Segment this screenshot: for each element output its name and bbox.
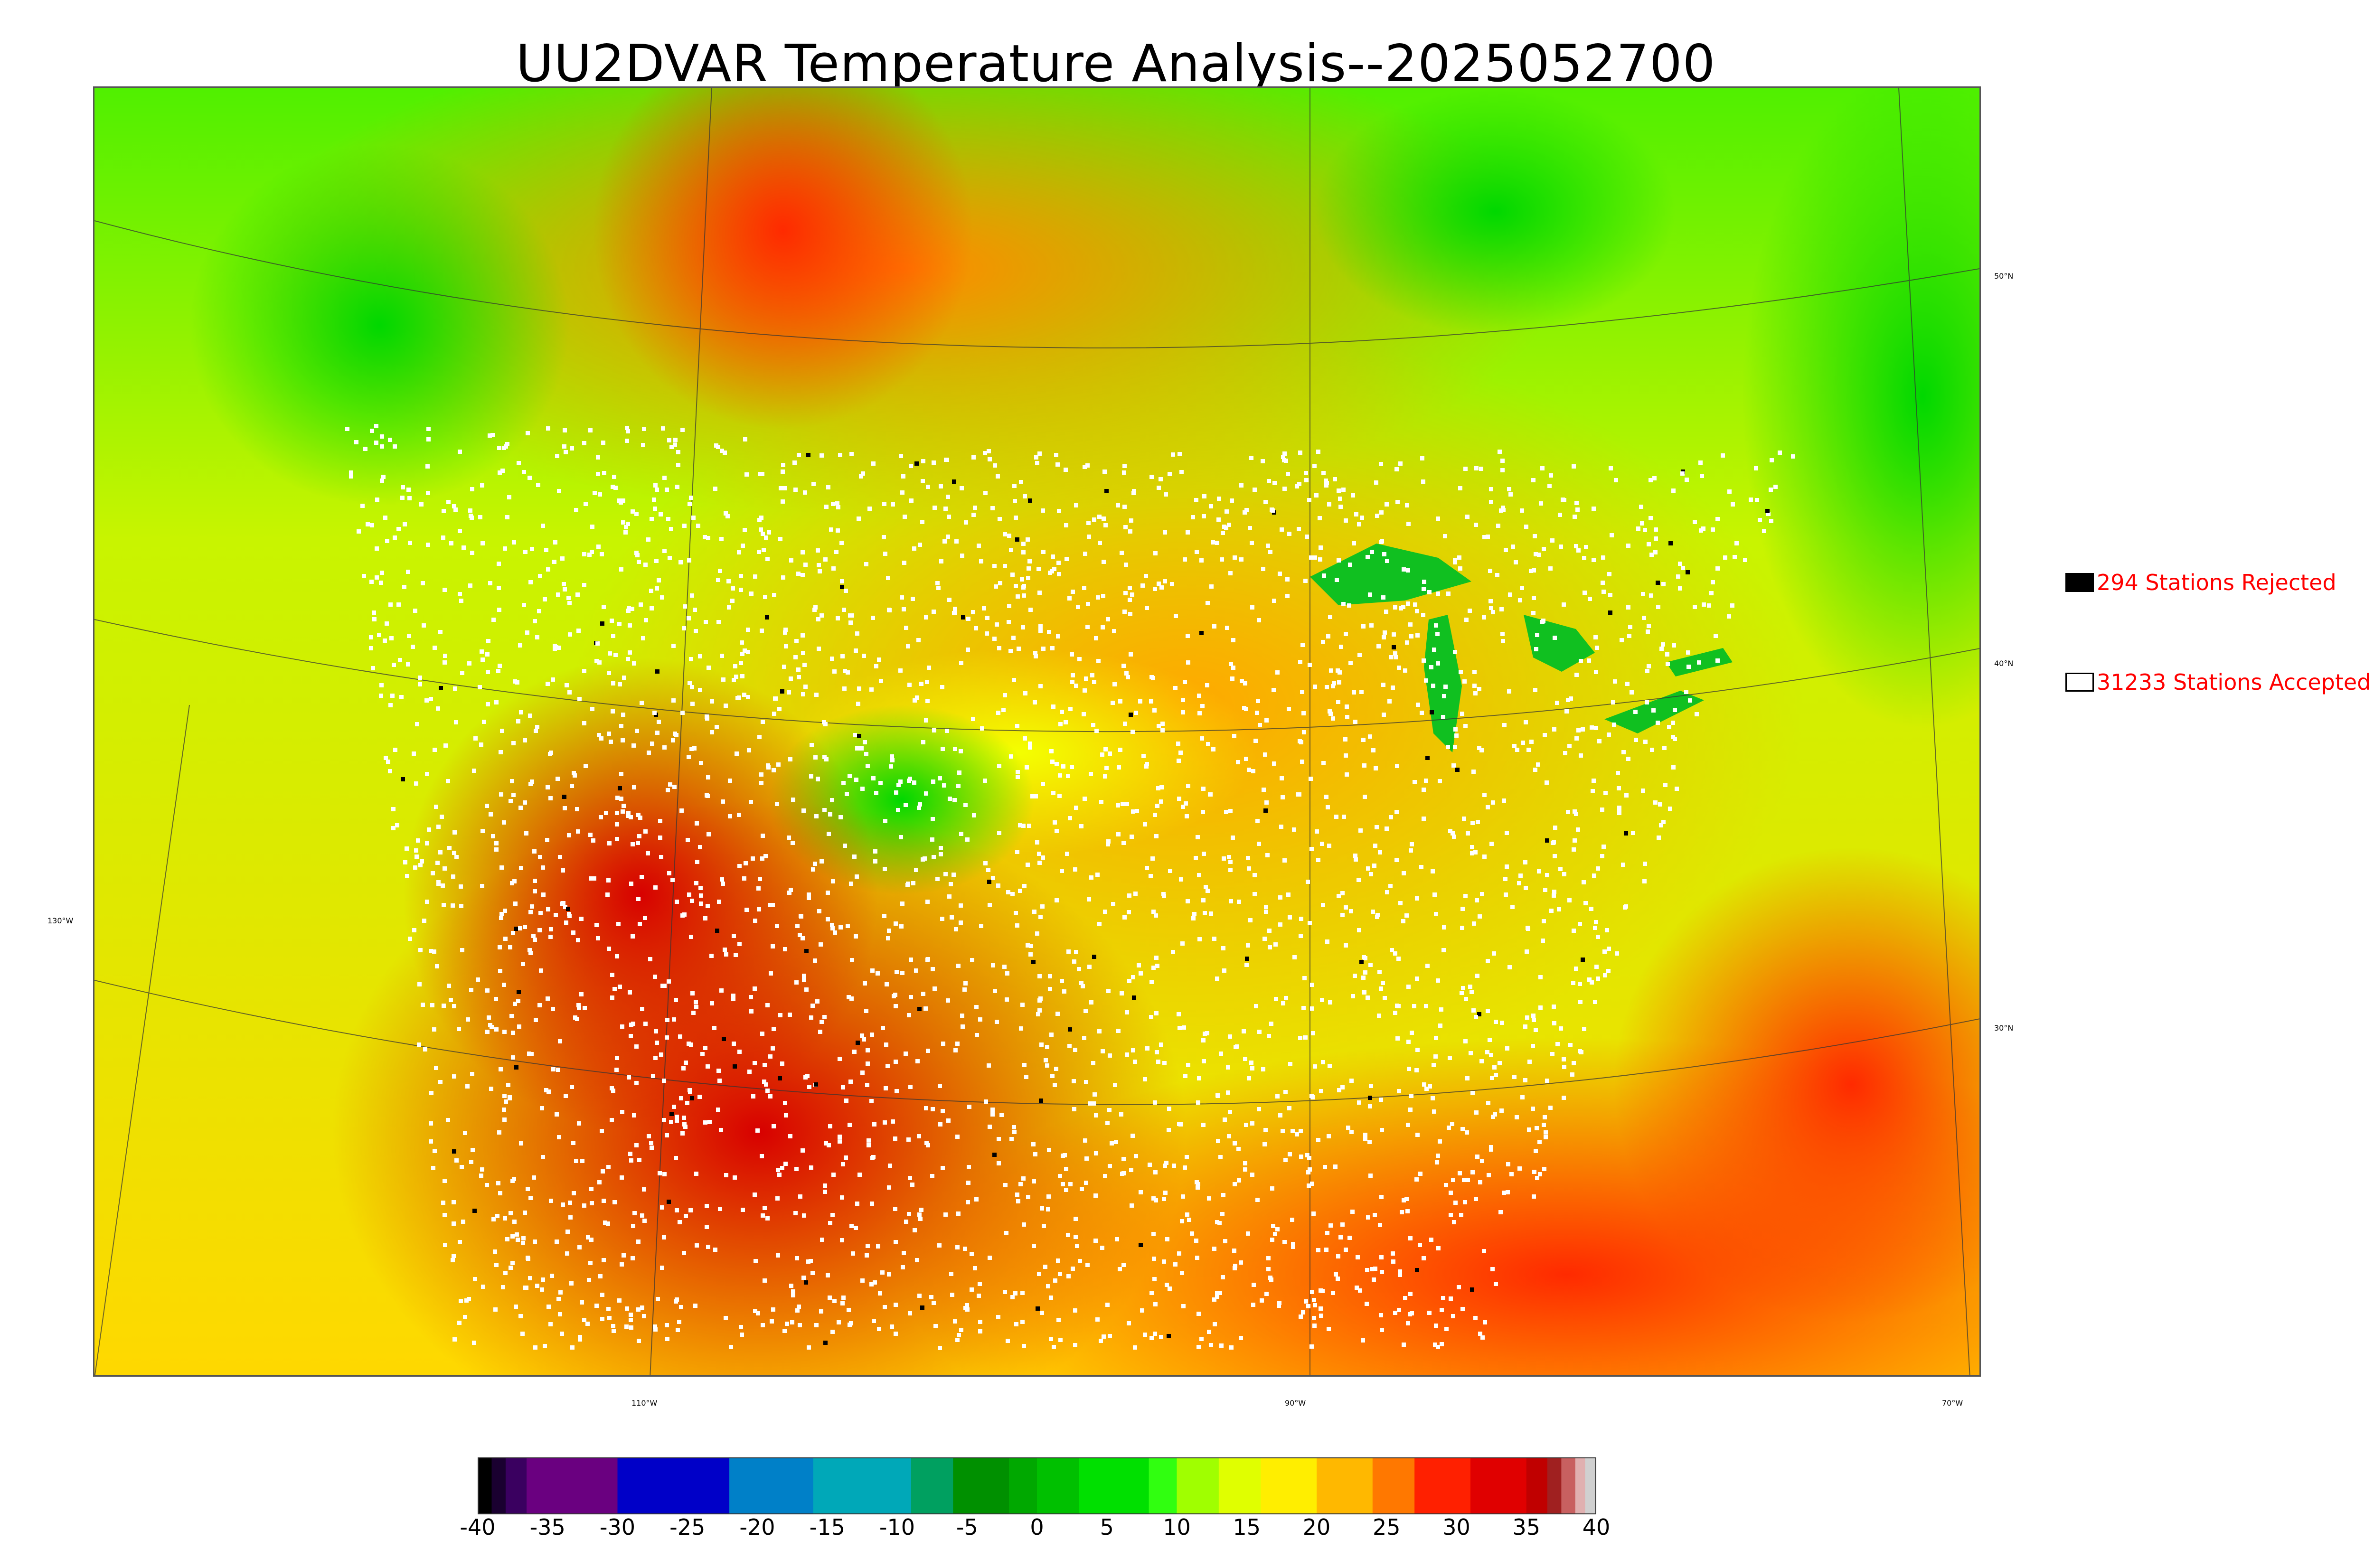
temperature-field xyxy=(94,88,1979,1375)
colorbar-tick-label: 15 xyxy=(1233,1514,1261,1540)
colorbar-tick-label: -25 xyxy=(669,1514,706,1540)
colorbar-band-21 xyxy=(1547,1457,1562,1514)
lon-label-70: 70°W xyxy=(1942,1399,1963,1408)
colorbar-band-20 xyxy=(1526,1457,1548,1514)
colorbar-tick-label: -40 xyxy=(460,1514,496,1540)
colorbar-band-22 xyxy=(1561,1457,1576,1514)
colorbar-band-5 xyxy=(729,1457,814,1514)
colorbar-tick-label: 35 xyxy=(1512,1514,1541,1540)
colorbar-band-14 xyxy=(1218,1457,1261,1514)
colorbar-tick-label: -20 xyxy=(739,1514,775,1540)
colorbar-band-1 xyxy=(491,1457,506,1514)
rejected-swatch xyxy=(2065,573,2094,592)
colorbar-band-7 xyxy=(911,1457,953,1514)
colorbar-border xyxy=(478,1457,1596,1514)
lon-label-130: 130°W xyxy=(47,916,74,925)
colorbar-band-10 xyxy=(1037,1457,1079,1514)
lat-label-50: 50°N xyxy=(1994,272,2014,281)
colorbar-band-11 xyxy=(1079,1457,1149,1514)
accepted-label: 31233 Stations Accepted xyxy=(2097,669,2371,695)
colorbar-band-23 xyxy=(1575,1457,1585,1514)
colorbar-band-0 xyxy=(478,1457,492,1514)
colorbar-tick-label: -5 xyxy=(956,1514,978,1540)
colorbar-tick-label: 5 xyxy=(1100,1514,1114,1540)
colorbar-band-16 xyxy=(1317,1457,1373,1514)
colorbar-band-18 xyxy=(1414,1457,1471,1514)
lat-label-30: 30°N xyxy=(1994,1023,2014,1033)
colorbar-band-4 xyxy=(617,1457,730,1514)
colorbar-tick-label: 10 xyxy=(1163,1514,1191,1540)
colorbar-band-9 xyxy=(1009,1457,1037,1514)
rejected-label: 294 Stations Rejected xyxy=(2097,570,2336,595)
colorbar-band-2 xyxy=(505,1457,527,1514)
colorbar-tick-label: -35 xyxy=(529,1514,565,1540)
map-title: UU2DVAR Temperature Analysis--2025052700 xyxy=(516,34,1716,94)
colorbar-band-13 xyxy=(1177,1457,1219,1514)
colorbar-tick-label: 0 xyxy=(1030,1514,1044,1540)
colorbar-tick-label: -30 xyxy=(599,1514,636,1540)
colorbar-tick-label: 30 xyxy=(1442,1514,1470,1540)
station-markers xyxy=(345,424,1795,1350)
accepted-swatch xyxy=(2065,673,2094,692)
colorbar-band-6 xyxy=(813,1457,912,1514)
colorbar-tick-label: 40 xyxy=(1582,1514,1611,1540)
colorbar-band-8 xyxy=(953,1457,1009,1514)
colorbar-tick-label: -10 xyxy=(879,1514,915,1540)
lon-label-110: 110°W xyxy=(631,1399,658,1408)
lat-label-40: 40°N xyxy=(1994,659,2014,668)
colorbar-tick-label: -15 xyxy=(809,1514,845,1540)
colorbar-band-12 xyxy=(1149,1457,1177,1514)
lon-label-90: 90°W xyxy=(1285,1399,1306,1408)
legend-rejected: 294 Stations Rejected xyxy=(2065,570,2336,595)
temperature-map[interactable] xyxy=(93,86,1981,1377)
colorbar-band-15 xyxy=(1261,1457,1317,1514)
colorbar-tick-label: 25 xyxy=(1372,1514,1401,1540)
colorbar-tick-label: 20 xyxy=(1302,1514,1331,1540)
temperature-colorbar xyxy=(478,1457,1596,1514)
colorbar-band-3 xyxy=(527,1457,618,1514)
colorbar-band-17 xyxy=(1372,1457,1415,1514)
legend-accepted: 31233 Stations Accepted xyxy=(2065,669,2371,695)
colorbar-band-19 xyxy=(1470,1457,1527,1514)
colorbar-band-24 xyxy=(1585,1457,1596,1514)
